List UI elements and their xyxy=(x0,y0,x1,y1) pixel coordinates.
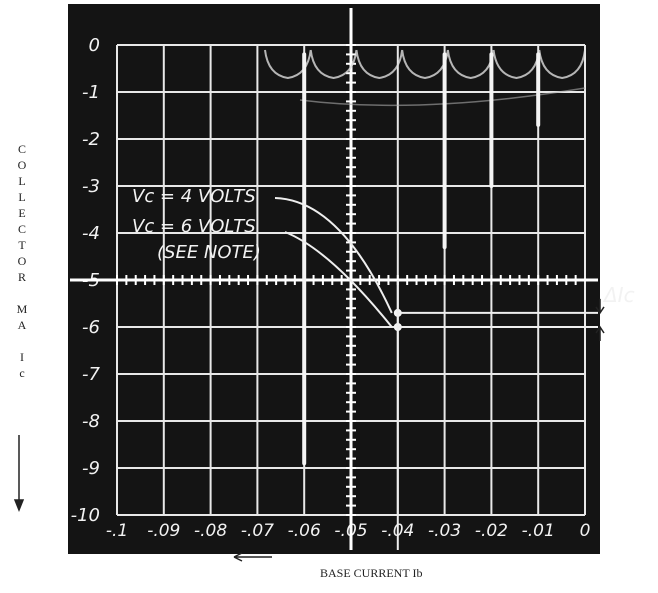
annotation: Vc = 4 VOLTS xyxy=(132,186,256,207)
x-tick-label: -.07 xyxy=(241,521,274,541)
x-tick-label: -.06 xyxy=(288,521,321,541)
y-tick-label: 0 xyxy=(89,35,100,56)
x-tick-label: 0 xyxy=(580,521,591,541)
x-tick-label: -.08 xyxy=(194,521,227,541)
annotation: ΔIc xyxy=(602,283,635,307)
x-tick-label: -.01 xyxy=(522,521,555,541)
y-tick-label: -2 xyxy=(82,129,100,150)
y-tick-label: -10 xyxy=(71,505,100,526)
y-tick-label: -9 xyxy=(82,458,100,479)
y-tick-label: -7 xyxy=(82,364,100,385)
x-tick-label: -.03 xyxy=(428,521,461,541)
x-tick-label: -.1 xyxy=(106,521,128,541)
x-axis-label: BASE CURRENT Ib xyxy=(320,566,422,581)
x-arrow xyxy=(234,553,272,561)
y-tick-label: -3 xyxy=(82,176,100,197)
x-tick-label: -.02 xyxy=(475,521,508,541)
y-arrow xyxy=(15,435,23,510)
chart: -.1-.09-.08-.07-.06-.05-.04-.03-.02-.010… xyxy=(0,0,658,593)
y-tick-label: -6 xyxy=(82,317,100,338)
annotation: Vc = 6 VOLTS xyxy=(132,216,256,237)
x-tick-label: -.09 xyxy=(147,521,180,541)
y-axis-label: COLLECTOR MA Ic xyxy=(16,142,28,382)
page: -.1-.09-.08-.07-.06-.05-.04-.03-.02-.010… xyxy=(0,0,658,593)
y-tick-label: -4 xyxy=(82,223,100,244)
annotation: (SEE NOTE) xyxy=(157,242,261,263)
y-tick-label: -8 xyxy=(82,411,100,432)
y-tick-label: -1 xyxy=(82,82,100,103)
